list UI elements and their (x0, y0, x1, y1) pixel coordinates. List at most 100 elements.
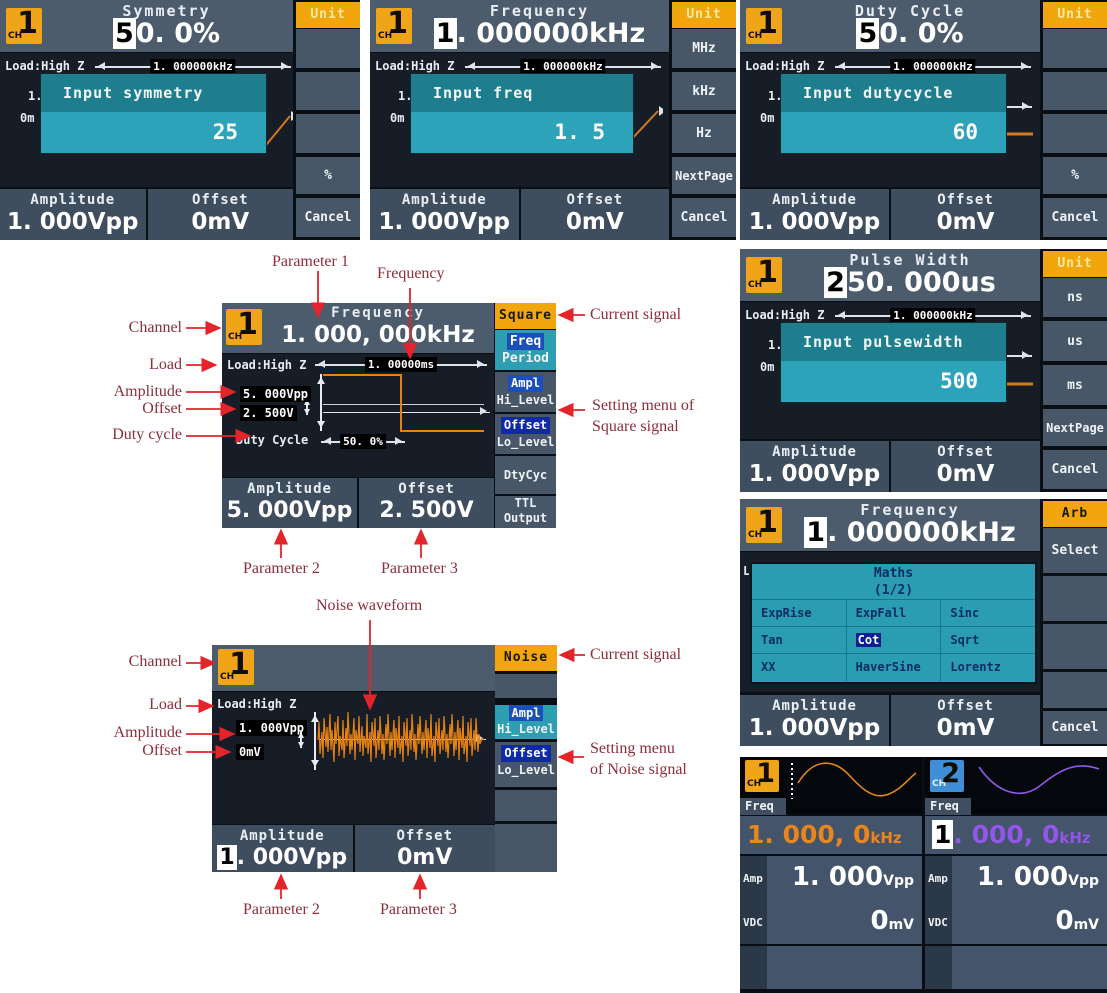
channel-number: 1 (757, 6, 778, 41)
frequency-value: 1. 000000kHz (780, 517, 1040, 548)
maths-item-haversine[interactable]: HaverSine (845, 654, 941, 681)
softkey-menu: Unit % Cancel (296, 0, 360, 240)
annotation-load-noise: Load (149, 696, 182, 713)
amplitude-box: Amplitude 1. 000Vpp (370, 189, 519, 240)
input-dialog-value[interactable]: 60 (781, 112, 1006, 153)
maths-item-tan[interactable]: Tan (761, 633, 783, 647)
maths-row: ExpRise ExpFall Sinc (752, 599, 1035, 627)
softkey-us[interactable]: us (1043, 321, 1107, 361)
offset-label: Offset (937, 444, 994, 460)
softkey-cancel[interactable]: Cancel (1043, 198, 1107, 237)
softkey-cancel[interactable]: Cancel (1043, 711, 1107, 744)
maths-item-cot-selected[interactable]: Cot (845, 627, 941, 654)
channel-badge-label: CH (8, 31, 23, 41)
symmetry-value: 50. 0% (40, 18, 293, 49)
softkey-ms[interactable]: ms (1043, 365, 1107, 405)
level-arrow (1006, 102, 1032, 110)
channel-badge: CH 1 (746, 255, 782, 293)
input-dialog-title: Input symmetry (41, 74, 266, 112)
softkey-cancel[interactable]: Cancel (672, 198, 736, 237)
maths-item-lorentz[interactable]: Lorentz (940, 654, 1035, 681)
offset-option: Offset (501, 745, 551, 762)
page-title: Frequency (860, 501, 960, 519)
parameter-bar: Amplitude 1. 000Vpp Offset 0mV (370, 189, 669, 240)
value-cursor-digit: 1 (217, 845, 237, 870)
softkey-offset-lolevel[interactable]: Offset Lo_Level (495, 414, 556, 454)
frequency-chip: 1. 000000kHz (520, 59, 606, 74)
softkey-select[interactable]: Select (1043, 528, 1107, 573)
annotation-parameter2-noise: Parameter 2 (243, 901, 320, 918)
mid-line (323, 404, 484, 405)
duty-header: CH 1 Duty Cycle 50. 0% (740, 0, 1040, 52)
softkey-percent[interactable]: % (296, 157, 360, 194)
amplitude-label: Amplitude (30, 192, 116, 208)
input-dialog-title: Input freq (411, 74, 633, 112)
softkey-ttl-output[interactable]: TTL Output (495, 496, 556, 528)
amplitude-ghost: 1. (768, 338, 783, 352)
offset-option: Offset (500, 417, 551, 434)
maths-row: XX HaverSine Lorentz (752, 653, 1035, 681)
softkey-percent[interactable]: % (1043, 157, 1107, 194)
offset-box: Offset 0mV (147, 189, 293, 240)
softkey-ampl-hilevel[interactable]: Ampl Hi_Level (495, 705, 557, 739)
offset-box: Offset 2. 500V (359, 478, 494, 528)
softkey-cancel[interactable]: Cancel (1043, 450, 1107, 489)
amplitude-label: Amplitude (772, 444, 857, 460)
duty-measure-line: 50. 0% (321, 434, 405, 449)
channel-badge: CH 1 (218, 647, 254, 685)
maths-item-sinc[interactable]: Sinc (940, 600, 1035, 627)
offset-box: Offset 0mV (520, 189, 669, 240)
amplitude-value: 5. 000Vpp (226, 498, 353, 523)
softkey-dtycyc[interactable]: DtyCyc (495, 456, 556, 494)
frequency-header: CH 1 Frequency 1. 000000kHz (370, 0, 669, 52)
softkey-ns[interactable]: ns (1043, 278, 1107, 317)
offset-ghost: 0m (760, 111, 775, 125)
maths-item-expfall[interactable]: ExpFall (845, 600, 941, 627)
ch2-label-column (925, 856, 952, 944)
softkey-hz[interactable]: Hz (672, 114, 736, 153)
maths-item-xx[interactable]: XX (761, 660, 776, 674)
frequency-screen: Load:High Z 1. 000000kHz 1. 0m Input fre… (370, 53, 669, 187)
softkey-ampl-hilevel[interactable]: Ampl Hi_Level (495, 372, 556, 412)
pulse-header: CH 1 Pulse Width 250. 000us (740, 249, 1040, 301)
offset-ghost: 0m (20, 111, 35, 125)
offset-value: 0mV (936, 715, 995, 741)
offset-indicator (304, 399, 310, 415)
softkey-khz[interactable]: kHz (672, 72, 736, 110)
pulse-value: 250. 000us (780, 267, 1040, 298)
ch2-amp-label: Amp (928, 872, 948, 885)
maths-title: Maths (873, 566, 914, 581)
softkey-cancel[interactable]: Cancel (296, 198, 360, 237)
load-label: Load:High Z (227, 358, 307, 372)
softkey-offset-lolevel[interactable]: Offset Lo_Level (495, 742, 557, 787)
offset-chip: 0mV (236, 744, 264, 760)
square-header: CH 1 Frequency 1. 000, 000kHz (222, 303, 494, 353)
ch1-bottom-row (740, 946, 922, 989)
amplitude-label: Amplitude (239, 828, 325, 844)
input-dialog-value[interactable]: 1. 5 (411, 112, 633, 153)
hilevel-option: Hi_Level (497, 722, 555, 736)
maths-item-exprise[interactable]: ExpRise (761, 606, 812, 620)
square-signal-screen: CH 1 Frequency 1. 000, 000kHz Load:High Z… (222, 303, 556, 528)
parameter-bar: Amplitude 1. 000Vpp Offset 0mV (0, 189, 293, 240)
amplitude-chip: 5. 000Vpp (240, 386, 312, 402)
softkey-menu: Unit ns us ms NextPage Cancel (1043, 249, 1107, 492)
ttl-label: TTL (514, 496, 537, 510)
channel-2-half: CH 2 Freq 1. 000, 0kHz Amp 1. 000Vpp VDC … (925, 757, 1107, 993)
value-cursor-digit: 1 (804, 517, 828, 548)
ch2-cursor-digit: 1 (932, 820, 954, 849)
input-dialog-value[interactable]: 25 (41, 112, 266, 153)
maths-page: (1/2) (873, 583, 914, 598)
maths-item-sqrt[interactable]: Sqrt (940, 627, 1035, 654)
frequency-measure-line: 1. 000000kHz (95, 59, 291, 74)
softkey-mhz[interactable]: MHz (672, 29, 736, 68)
softkey-nextpage[interactable]: NextPage (672, 157, 736, 194)
softkey-nextpage[interactable]: NextPage (1043, 409, 1107, 446)
frequency-value: 1. 000, 000kHz (281, 322, 475, 348)
softkey-freq-period[interactable]: Freq Period (495, 330, 556, 370)
offset-label: Offset (566, 192, 624, 208)
load-label: Load:High Z (745, 308, 825, 322)
offset-indicator (298, 732, 304, 748)
input-dialog-value[interactable]: 500 (781, 361, 1006, 402)
frequency-measure-line: 1. 000000kHz (465, 59, 661, 74)
